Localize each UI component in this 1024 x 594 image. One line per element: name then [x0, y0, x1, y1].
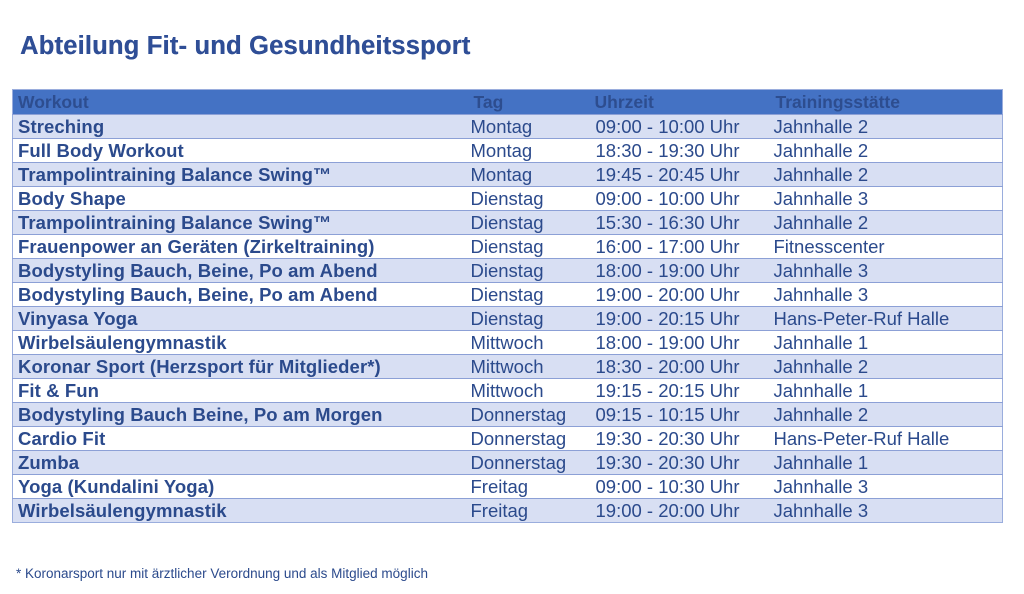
- workout-cell: Trampolintraining Balance Swing™: [12, 162, 469, 187]
- table-row: Wirbelsäulengymnastik Mittwoch 18:00 - 19:…: [12, 330, 1003, 355]
- workout-cell: Body Shape: [12, 186, 469, 211]
- day-cell: Freitag: [468, 498, 590, 523]
- venue-cell: Jahnhalle 2: [770, 138, 1003, 163]
- day-cell: Montag: [468, 114, 590, 139]
- table-row: Full Body Workout Montag 18:30 - 19:30 Uhr…: [12, 138, 1003, 163]
- table-row: Bodystyling Bauch, Beine, Po am Abend Die…: [12, 258, 1003, 283]
- table-row: Bodystyling Bauch Beine, Po am Morgen Don…: [12, 402, 1003, 427]
- workout-cell: Frauenpower an Geräten (Zirkeltraining): [12, 234, 469, 259]
- time-cell: 09:00 - 10:30 Uhr: [589, 474, 771, 499]
- venue-cell: Jahnhalle 2: [770, 162, 1003, 187]
- time-cell: 18:00 - 19:00 Uhr: [589, 258, 771, 283]
- workout-cell: Bodystyling Bauch, Beine, Po am Abend: [12, 282, 469, 307]
- day-cell: Dienstag: [468, 234, 590, 259]
- day-cell: Mittwoch: [468, 330, 590, 355]
- table-row: Frauenpower an Geräten (Zirkeltraining) D…: [12, 234, 1003, 259]
- time-cell: 19:30 - 20:30 Uhr: [589, 426, 771, 451]
- venue-cell: Hans-Peter-Ruf Halle: [770, 426, 1003, 451]
- workout-cell: Bodystyling Bauch Beine, Po am Morgen: [12, 402, 469, 427]
- table-row: Wirbelsäulengymnastik Freitag 19:00 - 20:0…: [12, 498, 1003, 523]
- day-cell: Donnerstag: [468, 402, 590, 427]
- venue-cell: Jahnhalle 3: [770, 282, 1003, 307]
- time-cell: 19:00 - 20:00 Uhr: [589, 282, 771, 307]
- venue-cell: Jahnhalle 2: [770, 402, 1003, 427]
- column-header-day: Tag: [468, 89, 590, 115]
- venue-cell: Jahnhalle 3: [770, 258, 1003, 283]
- venue-cell: Jahnhalle 1: [770, 330, 1003, 355]
- venue-cell: Hans-Peter-Ruf Halle: [770, 306, 1003, 331]
- schedule-table: Workout Tag Uhrzeit Trainingsstätte Stre…: [12, 89, 1003, 523]
- workout-cell: Wirbelsäulengymnastik: [12, 498, 469, 523]
- time-cell: 18:30 - 19:30 Uhr: [589, 138, 771, 163]
- table-header-row: Workout Tag Uhrzeit Trainingsstätte: [12, 89, 1003, 115]
- venue-cell: Jahnhalle 2: [770, 210, 1003, 235]
- time-cell: 16:00 - 17:00 Uhr: [589, 234, 771, 259]
- workout-cell: Wirbelsäulengymnastik: [12, 330, 469, 355]
- venue-cell: Fitnesscenter: [770, 234, 1003, 259]
- column-header-venue: Trainingsstätte: [770, 89, 1003, 115]
- day-cell: Mittwoch: [468, 378, 590, 403]
- time-cell: 18:00 - 19:00 Uhr: [589, 330, 771, 355]
- venue-cell: Jahnhalle 2: [770, 114, 1003, 139]
- table-row: Bodystyling Bauch, Beine, Po am Abend Die…: [12, 282, 1003, 307]
- table-row: Fit & Fun Mittwoch 19:15 - 20:15 Uhr Jahnha…: [12, 378, 1003, 403]
- workout-cell: Full Body Workout: [12, 138, 469, 163]
- venue-cell: Jahnhalle 1: [770, 450, 1003, 475]
- day-cell: Montag: [468, 138, 590, 163]
- workout-cell: Trampolintraining Balance Swing™: [12, 210, 469, 235]
- workout-cell: Koronar Sport (Herzsport für Mitglieder*…: [12, 354, 469, 379]
- workout-cell: Vinyasa Yoga: [12, 306, 469, 331]
- time-cell: 19:45 - 20:45 Uhr: [589, 162, 771, 187]
- table-row: Vinyasa Yoga Dienstag 19:00 - 20:15 Uhr Han…: [12, 306, 1003, 331]
- table-row: Trampolintraining Balance Swing™ Montag 19…: [12, 162, 1003, 187]
- table-row: Koronar Sport (Herzsport für Mitglieder*…: [12, 354, 1003, 379]
- time-cell: 19:00 - 20:00 Uhr: [589, 498, 771, 523]
- table-row: Streching Montag 09:00 - 10:00 Uhr Jahnhall…: [12, 114, 1003, 139]
- time-cell: 19:30 - 20:30 Uhr: [589, 450, 771, 475]
- day-cell: Donnerstag: [468, 426, 590, 451]
- time-cell: 19:15 - 20:15 Uhr: [589, 378, 771, 403]
- workout-cell: Cardio Fit: [12, 426, 469, 451]
- time-cell: 18:30 - 20:00 Uhr: [589, 354, 771, 379]
- day-cell: Dienstag: [468, 282, 590, 307]
- time-cell: 19:00 - 20:15 Uhr: [589, 306, 771, 331]
- venue-cell: Jahnhalle 1: [770, 378, 1003, 403]
- venue-cell: Jahnhalle 3: [770, 498, 1003, 523]
- workout-cell: Fit & Fun: [12, 378, 469, 403]
- day-cell: Freitag: [468, 474, 590, 499]
- table-row: Cardio Fit Donnerstag 19:30 - 20:30 Uhr Han…: [12, 426, 1003, 451]
- venue-cell: Jahnhalle 3: [770, 186, 1003, 211]
- venue-cell: Jahnhalle 3: [770, 474, 1003, 499]
- time-cell: 09:00 - 10:00 Uhr: [589, 114, 771, 139]
- column-header-time: Uhrzeit: [589, 89, 771, 115]
- venue-cell: Jahnhalle 2: [770, 354, 1003, 379]
- day-cell: Dienstag: [468, 306, 590, 331]
- table-row: Yoga (Kundalini Yoga) Freitag 09:00 - 10:3…: [12, 474, 1003, 499]
- day-cell: Dienstag: [468, 210, 590, 235]
- table-row: Body Shape Dienstag 09:00 - 10:00 Uhr Jahnh…: [12, 186, 1003, 211]
- day-cell: Mittwoch: [468, 354, 590, 379]
- time-cell: 09:15 - 10:15 Uhr: [589, 402, 771, 427]
- page-title: Abteilung Fit- und Gesundheitssport: [20, 32, 471, 60]
- workout-cell: Streching: [12, 114, 469, 139]
- workout-cell: Zumba: [12, 450, 469, 475]
- time-cell: 15:30 - 16:30 Uhr: [589, 210, 771, 235]
- time-cell: 09:00 - 10:00 Uhr: [589, 186, 771, 211]
- day-cell: Dienstag: [468, 258, 590, 283]
- table-row: Trampolintraining Balance Swing™ Dienstag…: [12, 210, 1003, 235]
- day-cell: Montag: [468, 162, 590, 187]
- table-row: Zumba Donnerstag 19:30 - 20:30 Uhr Jahnhall…: [12, 450, 1003, 475]
- schedule-body: Streching Montag 09:00 - 10:00 Uhr Jahnhall…: [12, 114, 1003, 523]
- workout-cell: Yoga (Kundalini Yoga): [12, 474, 469, 499]
- day-cell: Donnerstag: [468, 450, 590, 475]
- workout-cell: Bodystyling Bauch, Beine, Po am Abend: [12, 258, 469, 283]
- day-cell: Dienstag: [468, 186, 590, 211]
- column-header-workout: Workout: [12, 89, 469, 115]
- footnote: * Koronarsport nur mit ärztlicher Verord…: [16, 566, 428, 581]
